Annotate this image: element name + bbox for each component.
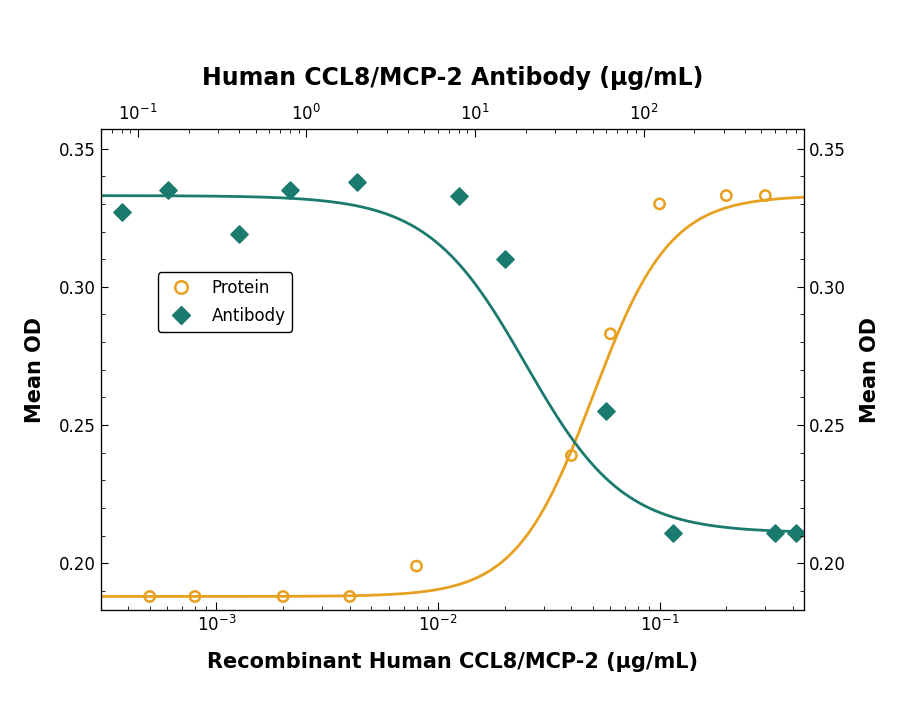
Point bbox=[114, 207, 129, 218]
X-axis label: Recombinant Human CCL8/MCP-2 (μg/mL): Recombinant Human CCL8/MCP-2 (μg/mL) bbox=[207, 652, 698, 672]
Point bbox=[452, 190, 466, 201]
Point bbox=[232, 228, 247, 240]
Point bbox=[143, 591, 157, 602]
Point bbox=[276, 591, 291, 602]
Y-axis label: Mean OD: Mean OD bbox=[25, 317, 45, 423]
Y-axis label: Mean OD: Mean OD bbox=[860, 317, 880, 423]
Point bbox=[187, 591, 202, 602]
Point bbox=[343, 591, 357, 602]
Point bbox=[282, 185, 297, 196]
Point bbox=[653, 198, 667, 210]
Point bbox=[789, 527, 803, 538]
Point bbox=[768, 527, 782, 538]
Point bbox=[350, 176, 365, 187]
Legend: Protein, Antibody: Protein, Antibody bbox=[158, 272, 292, 332]
Point bbox=[719, 190, 734, 201]
Point bbox=[564, 449, 579, 461]
Point bbox=[758, 190, 772, 201]
Point bbox=[160, 185, 175, 196]
Point bbox=[599, 406, 613, 417]
Point bbox=[666, 527, 681, 538]
Point bbox=[603, 328, 618, 340]
Point bbox=[497, 253, 512, 265]
X-axis label: Human CCL8/MCP-2 Antibody (μg/mL): Human CCL8/MCP-2 Antibody (μg/mL) bbox=[202, 66, 703, 90]
Point bbox=[409, 560, 424, 572]
